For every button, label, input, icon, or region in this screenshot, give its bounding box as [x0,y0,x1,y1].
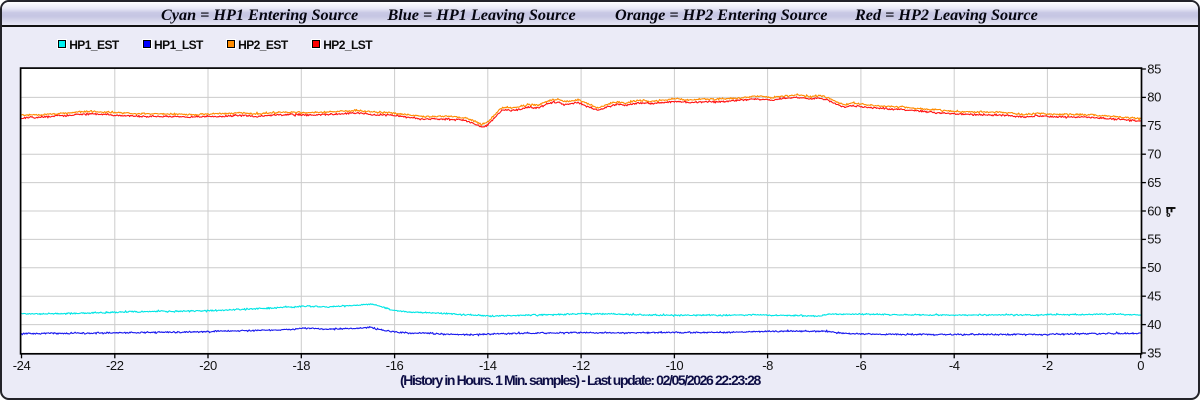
svg-text:-18: -18 [293,358,311,373]
svg-text:-6: -6 [856,358,867,373]
svg-text:-16: -16 [386,358,404,373]
svg-text:-4: -4 [949,358,960,373]
svg-text:65: 65 [1147,175,1161,190]
svg-text:35: 35 [1147,345,1161,360]
svg-text:75: 75 [1147,118,1161,133]
svg-text:-24: -24 [13,358,31,373]
svg-text:-20: -20 [199,358,217,373]
svg-text:80: 80 [1147,90,1161,105]
svg-text:-12: -12 [572,358,590,373]
svg-text:-8: -8 [762,358,773,373]
svg-text:45: 45 [1147,289,1161,304]
svg-text:55: 55 [1147,232,1161,247]
svg-text:-22: -22 [106,358,124,373]
svg-text:60: 60 [1147,203,1161,218]
svg-text:-10: -10 [666,358,684,373]
svg-text:50: 50 [1147,260,1161,275]
svg-text:85: 85 [1147,61,1161,76]
svg-text:-2: -2 [1042,358,1053,373]
svg-text:-14: -14 [479,358,497,373]
svg-text:70: 70 [1147,147,1161,162]
svg-text:0: 0 [1137,358,1144,373]
svg-text:40: 40 [1147,317,1161,332]
